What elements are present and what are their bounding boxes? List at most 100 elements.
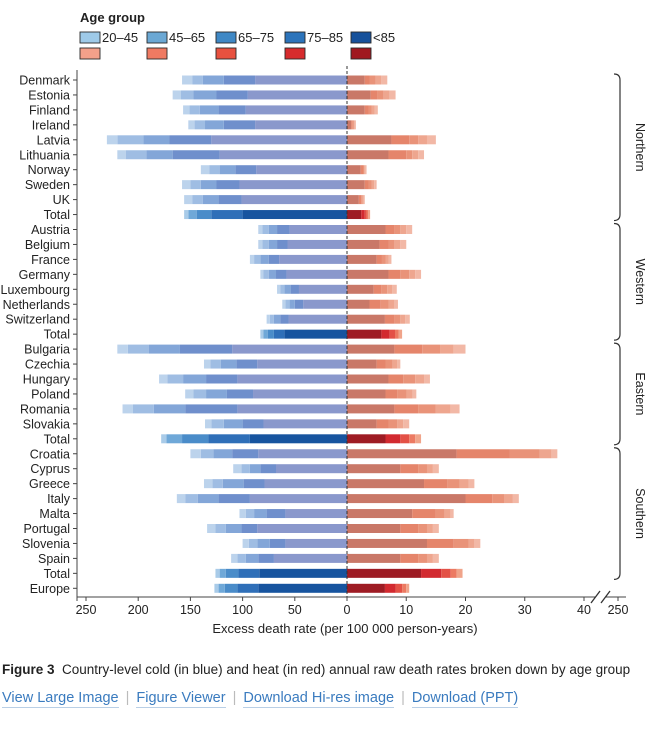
cold-bar-ireland-45-65 <box>194 120 206 130</box>
cold-bar-slovakia-20-45 <box>205 419 212 429</box>
heat-bar-italy-45-65 <box>504 494 513 504</box>
heat-bar-france-75-85 <box>376 254 382 264</box>
cold-bar-france-75-85 <box>268 254 280 264</box>
cold-bar-latvia-45-65 <box>117 135 144 145</box>
heat-bar-portugal-85 <box>347 524 401 533</box>
heat-bar-portugal-20-45 <box>432 524 439 533</box>
heat-bar-belgium-45-65 <box>394 239 401 249</box>
heat-bar-finland-85 <box>347 105 365 115</box>
cold-bar-portugal-75-85 <box>241 524 258 533</box>
heat-bar-portugal-65-75 <box>418 524 427 533</box>
row-label-croatia: Croatia <box>30 447 70 461</box>
heat-bar-uk-75-85 <box>358 195 362 205</box>
legend-swatch-cold-65-75 <box>215 31 237 44</box>
heat-bar-poland-65-75 <box>397 389 407 399</box>
figure-caption: Figure 3 Country-level cold (in blue) an… <box>2 662 630 677</box>
cold-bar-norway-20-45 <box>200 165 210 175</box>
heat-bar-france-45-65 <box>385 254 389 264</box>
heat-bar-belgium-65-75 <box>388 239 395 249</box>
cold-bar-total-western-75-85 <box>273 329 285 339</box>
cold-bar-belgium-45-65 <box>262 239 269 249</box>
heat-bar-slovakia-75-85 <box>376 419 389 429</box>
heat-bar-sweden-65-75 <box>368 180 372 190</box>
cold-bar-slovenia-85 <box>285 538 347 548</box>
cold-bar-germany-20-45 <box>260 269 264 279</box>
cold-bar-czechia-75-85 <box>236 359 258 369</box>
heat-bar-total-western-45-65 <box>394 329 399 339</box>
heat-bar-finland-75-85 <box>364 105 369 115</box>
cold-bar-norway-85 <box>256 165 347 175</box>
cold-bar-portugal-45-65 <box>215 524 226 533</box>
heat-bar-romania-85 <box>347 404 395 414</box>
x-tick-label-250: 250 <box>76 603 97 617</box>
cold-bar-total-northern-75-85 <box>211 210 243 220</box>
heat-bar-germany-85 <box>347 269 389 279</box>
legend-label-20-45: 20–45 <box>102 30 138 45</box>
cold-bar-total-northern-20-45 <box>184 210 189 220</box>
heat-bar-lithuania-65-75 <box>406 150 413 160</box>
x-tick-label-heat-40: 40 <box>577 603 591 617</box>
cold-bar-sweden-45-65 <box>190 180 201 190</box>
heat-bar-hungary-65-75 <box>403 374 416 384</box>
cold-bar-latvia-65-75 <box>143 135 170 145</box>
cold-bar-ireland-85 <box>255 120 347 130</box>
cold-bar-total-southern-20-45 <box>215 568 220 578</box>
cold-bar-uk-65-75 <box>202 195 219 205</box>
cold-bar-austria-20-45 <box>258 225 263 234</box>
cold-bar-belgium-65-75 <box>268 239 278 249</box>
heat-bar-italy-20-45 <box>512 494 519 504</box>
region-bracket-western <box>613 222 621 341</box>
download-hires-link[interactable]: Download Hi-res image <box>243 690 395 708</box>
cold-bar-estonia-20-45 <box>172 90 182 100</box>
cold-bar-switzerland-20-45 <box>266 314 270 324</box>
heat-bar-bulgaria-75-85 <box>394 344 423 354</box>
cold-bar-france-65-75 <box>260 254 269 264</box>
cold-bar-europe-all-75-85 <box>237 583 259 593</box>
cold-bar-bulgaria-45-65 <box>127 344 149 354</box>
heat-bar-austria-85 <box>347 225 386 234</box>
cold-bar-spain-75-85 <box>258 553 274 563</box>
heat-bar-total-western-65-75 <box>389 329 395 339</box>
row-label-total-western: Total <box>44 328 70 342</box>
heat-bar-ireland-65-75 <box>352 120 354 130</box>
heat-bar-total-northern-45-65 <box>366 210 369 220</box>
cold-bar-luxembourg-85 <box>298 284 347 294</box>
row-label-poland: Poland <box>31 387 70 401</box>
legend-swatch-heat-65-75 <box>215 47 237 60</box>
heat-bar-slovakia-85 <box>347 419 377 429</box>
row-label-uk: UK <box>53 193 71 207</box>
cold-bar-uk-45-65 <box>192 195 203 205</box>
axis-break-mark <box>600 590 611 604</box>
cold-bar-slovakia-65-75 <box>223 419 243 429</box>
heat-bar-germany-45-65 <box>409 269 416 279</box>
cold-bar-total-eastern-20-45 <box>161 434 167 444</box>
x-tick-label-break-250: 250 <box>608 603 629 617</box>
download-ppt-link[interactable]: Download (PPT) <box>411 690 519 708</box>
cold-bar-poland-85 <box>253 389 347 399</box>
row-label-netherlands: Netherlands <box>3 298 70 312</box>
cold-bar-germany-85 <box>286 269 347 279</box>
x-axis-label: Excess death rate (per 100 000 person-ye… <box>212 621 477 636</box>
row-label-malta: Malta <box>39 507 70 521</box>
link-separator: | <box>401 690 405 706</box>
row-label-total-northern: Total <box>44 208 70 222</box>
view-large-image-link[interactable]: View Large Image <box>2 690 119 708</box>
cold-bar-bulgaria-65-75 <box>148 344 180 354</box>
heat-bar-czechia-65-75 <box>385 359 393 369</box>
figure-viewer-link[interactable]: Figure Viewer <box>136 690 226 708</box>
legend-title: Age group <box>80 10 145 25</box>
cold-bar-croatia-85 <box>258 449 347 459</box>
heat-bar-lithuania-85 <box>347 150 389 160</box>
cold-bar-total-northern-45-65 <box>188 210 197 220</box>
row-label-romania: Romania <box>20 402 70 416</box>
heat-bar-luxembourg-65-75 <box>381 284 388 294</box>
cold-bar-spain-85 <box>273 553 347 563</box>
row-label-slovakia: Slovakia <box>23 417 70 431</box>
cold-bar-malta-75-85 <box>266 509 286 519</box>
cold-bar-europe-all-65-75 <box>224 583 238 593</box>
cold-bar-greece-85 <box>264 479 347 489</box>
cold-bar-hungary-75-85 <box>206 374 238 384</box>
heat-bar-europe-all-45-65 <box>402 583 407 593</box>
link-separator: | <box>232 690 237 706</box>
heat-bar-uk-65-75 <box>361 195 363 205</box>
